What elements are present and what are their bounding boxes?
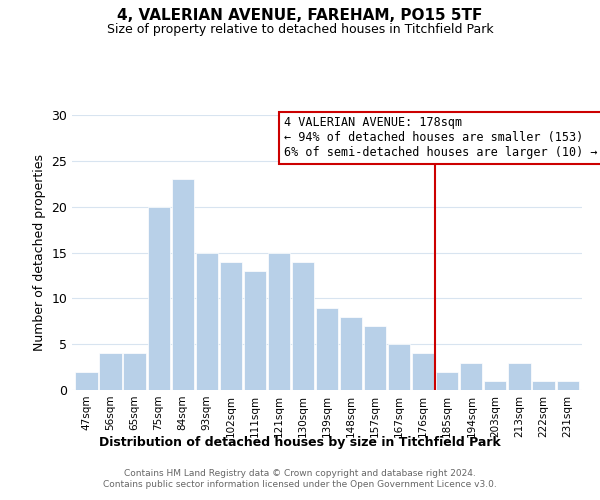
Bar: [340, 316, 362, 390]
Bar: [100, 354, 122, 390]
Bar: [124, 354, 146, 390]
Text: Contains HM Land Registry data © Crown copyright and database right 2024.: Contains HM Land Registry data © Crown c…: [124, 468, 476, 477]
Bar: [220, 262, 242, 390]
Bar: [316, 308, 338, 390]
Bar: [244, 271, 266, 390]
Bar: [532, 381, 554, 390]
Bar: [508, 362, 530, 390]
Bar: [292, 262, 314, 390]
Text: 4, VALERIAN AVENUE, FAREHAM, PO15 5TF: 4, VALERIAN AVENUE, FAREHAM, PO15 5TF: [118, 8, 482, 22]
Bar: [388, 344, 410, 390]
Bar: [460, 362, 482, 390]
Bar: [364, 326, 386, 390]
Bar: [436, 372, 458, 390]
Bar: [557, 381, 578, 390]
Bar: [412, 354, 434, 390]
Bar: [148, 206, 170, 390]
Bar: [268, 252, 290, 390]
Text: Size of property relative to detached houses in Titchfield Park: Size of property relative to detached ho…: [107, 22, 493, 36]
Bar: [484, 381, 506, 390]
Text: 4 VALERIAN AVENUE: 178sqm
← 94% of detached houses are smaller (153)
6% of semi-: 4 VALERIAN AVENUE: 178sqm ← 94% of detac…: [284, 116, 597, 160]
Bar: [196, 252, 218, 390]
Bar: [172, 179, 194, 390]
Text: Contains public sector information licensed under the Open Government Licence v3: Contains public sector information licen…: [103, 480, 497, 489]
Y-axis label: Number of detached properties: Number of detached properties: [33, 154, 46, 351]
Bar: [76, 372, 98, 390]
Text: Distribution of detached houses by size in Titchfield Park: Distribution of detached houses by size …: [99, 436, 501, 449]
